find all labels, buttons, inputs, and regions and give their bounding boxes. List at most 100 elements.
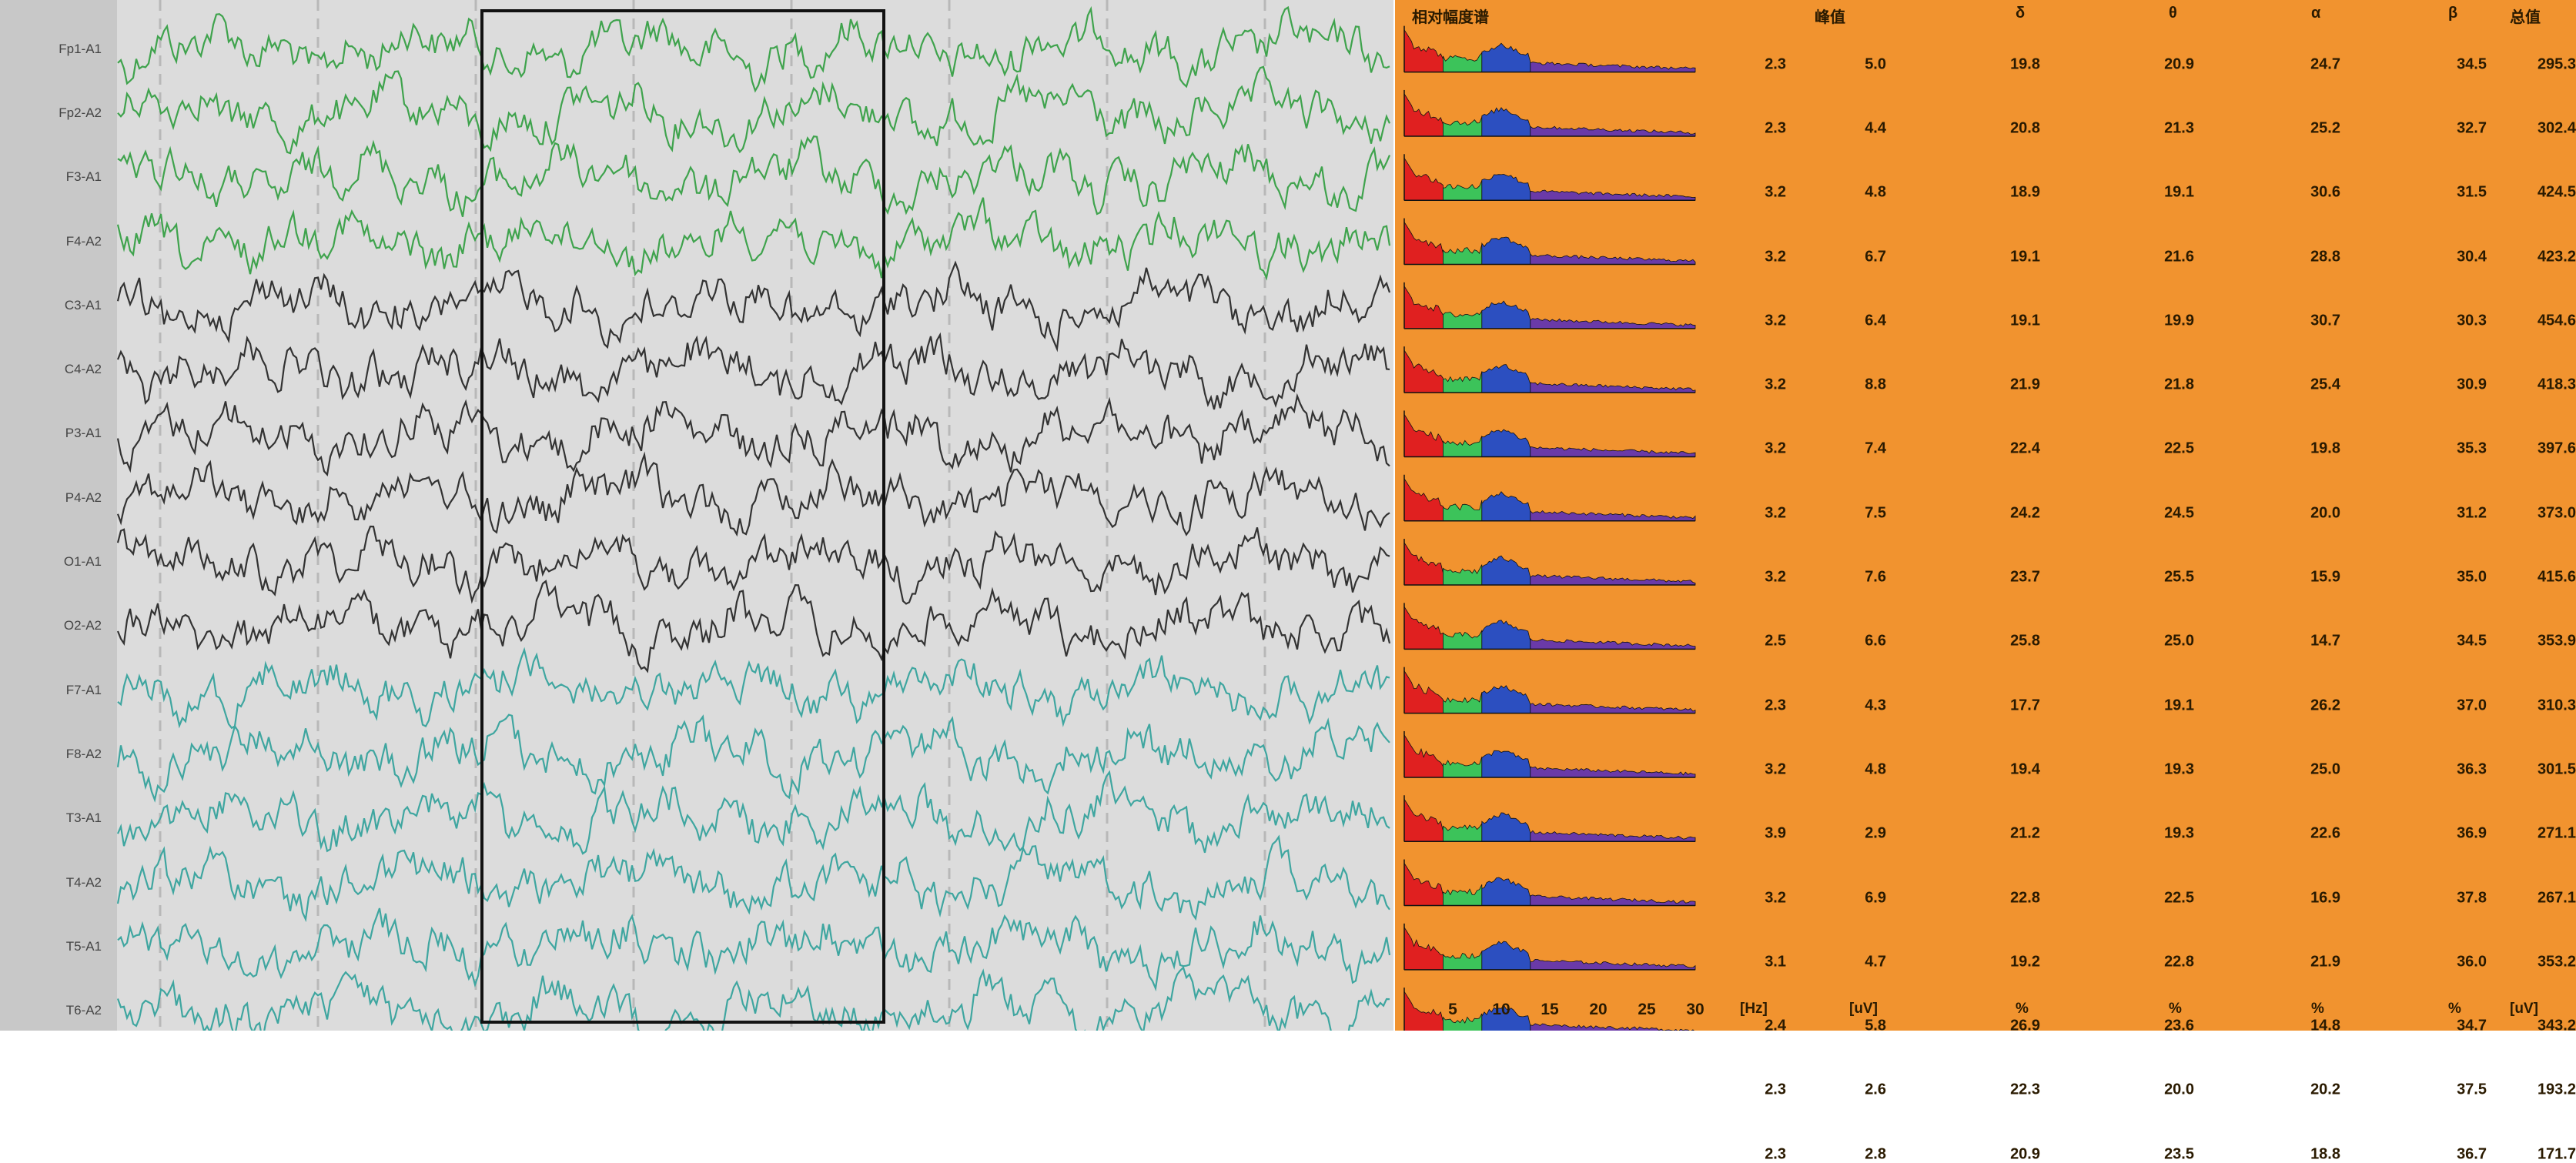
table-header-beta: β [2448,5,2458,22]
spectrum-band-area [1443,757,1483,778]
eeg-trace-t6-a2 [116,966,1390,1031]
cell-freq: 3.9 [1765,824,1786,842]
spectrum-band-area [1403,541,1444,586]
cell-delta: 25.8 [2010,632,2040,650]
spectrum-band-area [1481,364,1531,393]
epoch-selection-box[interactable] [480,9,885,1024]
eeg-trace-o1-a1 [116,525,1390,605]
cell-peak: 5.0 [1865,55,1886,73]
unit-label: % [2169,1001,2182,1017]
spectrum-band-area [1481,491,1531,522]
eeg-trace-p3-a1 [116,393,1390,477]
cell-freq: 3.2 [1765,439,1786,457]
eeg-trace-fp1-a1 [117,5,1390,93]
spectrum-band-area [1530,317,1696,329]
cell-peak: 7.6 [1865,568,1886,586]
unit-label: [uV] [1849,1001,1878,1017]
table-header-theta: θ [2169,5,2177,22]
spectrum-band-area [1481,429,1531,457]
spectrum-band-area [1443,500,1483,522]
cell-total: 353.2 [2537,953,2576,971]
spectrum-table-panel: 相对幅度谱 5 10 15 20 25 30 峰值 δ θ α β 总值 2.3 5.0 19.8 20.9… [1395,0,2576,1162]
cell-freq: 3.2 [1765,376,1786,393]
spectrum-x-tick: 25 [1638,1001,1656,1018]
eeg-trace-c3-a1 [116,260,1391,353]
cell-total: 295.3 [2537,55,2576,73]
cell-delta: 20.9 [2010,1145,2040,1163]
cell-alpha: 18.8 [2310,1145,2340,1163]
cell-theta: 19.1 [2164,697,2194,714]
spectrum-x-tick: 10 [1492,1001,1510,1018]
eeg-traces-panel [45,0,1393,1031]
eeg-trace-o2-a2 [116,580,1391,673]
cell-alpha: 26.2 [2310,697,2340,714]
channel-label: F3-A1 [65,169,102,185]
spectrum-band-area [1403,734,1444,778]
channel-label: P3-A1 [65,426,102,441]
spectrum-band-area [1481,685,1531,714]
cell-theta: 23.6 [2164,1017,2194,1034]
unit-label: [uV] [2510,1001,2538,1017]
cell-alpha: 16.9 [2310,889,2340,907]
unit-label: [Hz] [1740,1001,1768,1017]
spectrum-band-area [1481,750,1531,778]
spectrum-band-area [1403,477,1444,522]
spectrum-x-tick: 30 [1686,1001,1704,1018]
spectrum-band-area [1443,884,1483,906]
eeg-trace-t5-a1 [117,907,1391,992]
spectrum-band-area [1530,958,1696,971]
eeg-trace-c4-a2 [116,332,1390,410]
unit-label: % [2448,1001,2461,1017]
spectrum-band-area [1443,951,1483,971]
cell-total: 343.2 [2537,1017,2576,1034]
cell-total: 302.4 [2537,119,2576,137]
cell-theta: 20.9 [2164,55,2194,73]
cell-theta: 19.3 [2164,760,2194,778]
spectrum-band-area [1530,894,1696,906]
spectrum-band-area [1530,703,1696,714]
cell-beta: 37.8 [2457,889,2487,907]
spectrum-x-tick: 15 [1541,1001,1559,1018]
cell-peak: 4.4 [1865,119,1886,137]
spectrum-band-area [1481,555,1531,586]
spectrum-band-area [1481,300,1531,329]
cell-beta: 31.2 [2457,504,2487,522]
cell-beta: 31.5 [2457,183,2487,201]
spectrum-band-area [1530,189,1696,201]
channel-label: P4-A2 [65,490,102,505]
cell-peak: 4.3 [1865,697,1886,714]
cell-freq: 2.3 [1765,1145,1786,1163]
cell-delta: 19.2 [2010,953,2040,971]
cell-freq: 2.3 [1765,119,1786,137]
cell-beta: 37.0 [2457,697,2487,714]
spectrum-band-area [1530,766,1696,778]
cell-total: 267.1 [2537,889,2576,907]
cell-total: 301.5 [2537,760,2576,778]
cell-total: 373.0 [2537,504,2576,522]
spectrum-band-area [1530,382,1696,393]
channel-label: T5-A1 [65,938,102,954]
spectrum-band-area [1530,62,1696,73]
spectrum-band-area [1481,42,1531,73]
table-header-total: 总值 [2510,9,2541,26]
channel-label-column: Fp1-A1 Fp2-A2 F3-A1 F4-A2 C3-A1 C4-A2 P3-A1 P4-… [0,0,117,1031]
eeg-trace-t4-a2 [116,834,1390,923]
cell-alpha: 30.7 [2310,312,2340,329]
spectrum-x-tick: 20 [1589,1001,1607,1018]
cell-beta: 36.0 [2457,953,2487,971]
channel-label: F7-A1 [65,682,102,697]
cell-freq: 3.2 [1765,760,1786,778]
spectrum-band-area [1481,812,1531,842]
cell-alpha: 15.9 [2310,568,2340,586]
cell-total: 454.6 [2537,312,2576,329]
cell-alpha: 20.0 [2310,504,2340,522]
spectrum-band-area [1403,221,1444,265]
cell-freq: 2.3 [1765,55,1786,73]
spectrum-band-area [1403,605,1444,650]
spectrum-band-area [1443,309,1483,329]
cell-peak: 6.4 [1865,312,1886,329]
table-header-peak: 峰值 [1815,9,1845,26]
spectrum-band-area [1443,629,1483,650]
cell-delta: 22.8 [2010,889,2040,907]
cell-freq: 2.4 [1765,1017,1786,1034]
